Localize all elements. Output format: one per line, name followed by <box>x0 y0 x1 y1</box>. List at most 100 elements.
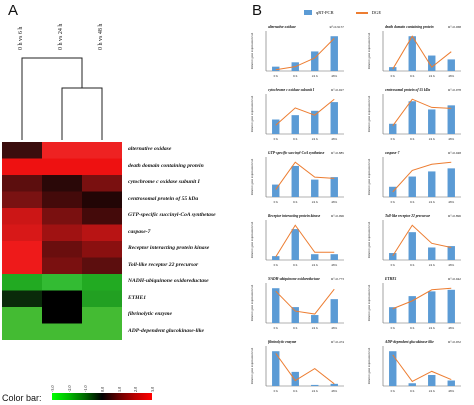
bar <box>291 307 299 323</box>
mini-chart-ylabel: Relative gene expression level <box>367 33 371 70</box>
bar <box>447 59 455 71</box>
heatmap-row-label: GTP-specific succinyl-CoA synthetase <box>128 212 216 219</box>
dge-line <box>275 224 335 258</box>
mini-chart-ylabel: Relative gene expression level <box>250 285 254 322</box>
category-label: 6 h <box>410 200 415 204</box>
category-label: 0 h <box>274 137 279 141</box>
heatmap-cell <box>82 208 122 225</box>
bar <box>428 291 436 323</box>
bar <box>428 55 436 71</box>
bar <box>330 36 338 71</box>
bar <box>447 168 455 197</box>
category-label: 0 h <box>391 389 396 393</box>
bar <box>272 256 280 260</box>
category-label: 6 h <box>410 137 415 141</box>
bar <box>428 375 436 386</box>
category-label: 48 h <box>448 200 454 204</box>
heatmap-cell <box>82 274 122 291</box>
legend-line-label: DGE <box>371 10 382 15</box>
colorbar-gradient <box>52 393 152 400</box>
heatmap-cell <box>82 257 122 274</box>
heatmap-cell <box>82 175 122 192</box>
bar <box>291 115 299 134</box>
category-label: 0 h <box>391 137 396 141</box>
heatmap-cell <box>42 175 82 192</box>
colorbar-tick-label: 1.0 <box>116 386 122 392</box>
dge-line <box>275 288 335 315</box>
dge-line <box>392 287 452 310</box>
heatmap-cell <box>2 290 42 307</box>
mini-chart: alternative oxidase R²=0.9157 Relative gen… <box>250 25 344 78</box>
heatmap-cell <box>2 241 42 258</box>
bar <box>408 296 416 323</box>
heatmap-cell <box>82 158 122 175</box>
mini-chart-r2: R²=0.996 <box>331 214 344 218</box>
category-label: 24 h <box>312 74 318 78</box>
heatmap-cell <box>42 290 82 307</box>
heatmap-row-label: cytochrome c oxidase subunit I <box>128 179 200 186</box>
bar <box>330 102 338 134</box>
category-label: 6 h <box>410 74 415 78</box>
heatmap-cell <box>2 175 42 192</box>
category-label: 0 h <box>274 74 279 78</box>
category-label: 24 h <box>312 326 318 330</box>
heatmap-cell <box>2 274 42 291</box>
mini-chart-title: centrosomal protein of 55 kDa <box>385 88 430 92</box>
bar <box>311 315 319 323</box>
mini-chart-title: Receptor interacting protein kinase <box>268 214 321 218</box>
mini-chart-r2: R²=0.896 <box>448 214 461 218</box>
category-label: 48 h <box>331 263 337 267</box>
panel-label-a: A <box>8 2 19 19</box>
category-label: 6 h <box>293 326 298 330</box>
heatmap-row-label: ETHE1 <box>128 294 147 301</box>
category-label: 0 h <box>391 263 396 267</box>
dendrogram <box>21 57 103 140</box>
heatmap-cell <box>2 323 42 340</box>
legend-swatch-bar <box>304 10 312 15</box>
category-label: 24 h <box>312 389 318 393</box>
dge-line <box>275 161 335 190</box>
mini-chart-title: Toll-like receptor 22 precursor <box>385 214 431 218</box>
mini-chart-title: ADP-dependent glucokinase-like <box>384 340 434 344</box>
heatmap-cell <box>82 290 122 307</box>
dge-line <box>392 98 452 127</box>
bar <box>447 246 455 260</box>
mini-chart: NADH-ubiquinone oxidoreductase R²=0.773 Re… <box>250 277 344 330</box>
bar <box>389 253 397 260</box>
colorbar-tick-label: -2.0 <box>66 385 72 392</box>
bar <box>408 383 416 386</box>
mini-chart-ylabel: Relative gene expression level <box>367 348 371 385</box>
bar <box>389 186 397 197</box>
mini-chart: GTP-specific succinyl-CoA synthetase R²=0… <box>250 151 344 204</box>
bar <box>330 383 338 386</box>
mini-chart-ylabel: Relative gene expression level <box>250 348 254 385</box>
heatmap-row-label: caspase-7 <box>128 228 151 235</box>
heatmap-row-label: alternative oxidase <box>128 146 172 153</box>
category-label: 6 h <box>410 263 415 267</box>
category-label: 24 h <box>312 263 318 267</box>
legend-swatch-line <box>355 11 368 14</box>
mini-chart-r2: R²=0.948 <box>448 151 461 155</box>
category-label: 0 h <box>391 74 396 78</box>
mini-chart-r2: R²=0.978 <box>448 88 461 92</box>
bar <box>389 307 397 323</box>
bar <box>447 380 455 386</box>
colorbar-tick-label: -3.0 <box>50 385 55 392</box>
category-label: 0 h <box>274 389 279 393</box>
category-label: 24 h <box>429 326 435 330</box>
mini-chart-title: NADH-ubiquinone oxidoreductase <box>267 277 320 281</box>
category-label: 0 h <box>274 200 279 204</box>
category-label: 24 h <box>429 137 435 141</box>
category-label: 48 h <box>331 74 337 78</box>
heatmap-cell <box>82 323 122 340</box>
heatmap-cell <box>2 257 42 274</box>
category-label: 24 h <box>429 74 435 78</box>
category-label: 24 h <box>429 200 435 204</box>
heatmap-cell <box>82 307 122 324</box>
heatmap-row-label: NADH-ubiquinone oxidoreductase <box>128 278 209 285</box>
category-label: 24 h <box>429 389 435 393</box>
mini-chart-r2: R²=0.952 <box>448 340 461 344</box>
dge-line <box>392 161 452 193</box>
mini-chart-ylabel: Relative gene expression level <box>367 159 371 196</box>
heatmap-row-label: centrosomal protein of 55 kDa <box>128 195 199 202</box>
